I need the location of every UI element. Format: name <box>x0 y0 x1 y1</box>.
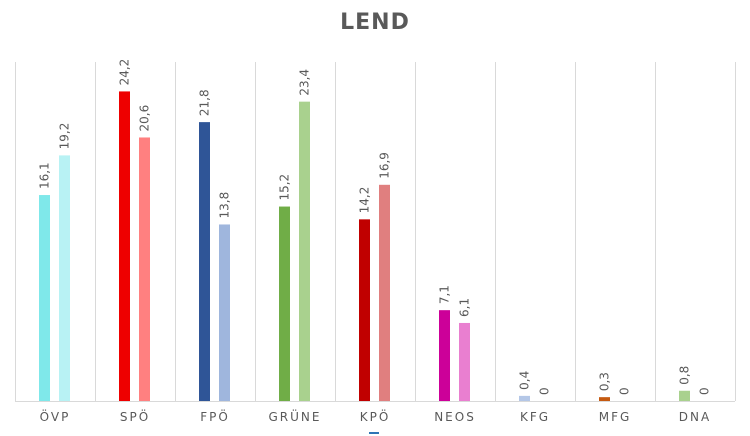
data-label: 15,2 <box>278 174 292 201</box>
bar-kfg-1 <box>519 395 530 401</box>
category-label-kpö: KPÖ <box>360 408 391 424</box>
bar-kpö-2 <box>379 184 390 401</box>
bars <box>39 91 690 402</box>
data-label: 16,9 <box>378 152 392 179</box>
data-label: 0 <box>538 387 552 395</box>
bar-spö-1 <box>119 91 130 401</box>
data-label: 0,3 <box>598 372 612 391</box>
data-label: 6,1 <box>458 298 472 317</box>
bar-kpö-1 <box>359 219 370 401</box>
bar-neos-1 <box>439 310 450 401</box>
category-ticks: ÖVP SPÖ FPÖ GRÜNE KPÖ NEOS KFG MFG DNA <box>40 408 711 424</box>
data-label: 7,1 <box>438 285 452 304</box>
data-label: 0,8 <box>678 366 692 385</box>
category-label-kfg: KFG <box>520 410 550 424</box>
category-label-grüne: GRÜNE <box>269 408 322 424</box>
bar-neos-2 <box>459 322 470 401</box>
category-label-övp: ÖVP <box>40 408 71 424</box>
bar-dna-1 <box>679 390 690 401</box>
bar-fpö-2 <box>219 224 230 401</box>
data-label: 19,2 <box>58 123 72 150</box>
bar-grüne-1 <box>279 206 290 401</box>
chart-title: LEND <box>340 10 410 35</box>
category-label-fpö: FPÖ <box>200 408 230 424</box>
category-label-neos: NEOS <box>434 410 476 424</box>
category-label-mfg: MFG <box>599 410 632 424</box>
data-label: 21,8 <box>198 89 212 116</box>
bar-övp-2 <box>59 155 70 401</box>
data-label: 23,4 <box>298 69 312 96</box>
selection-marker <box>369 432 379 434</box>
category-label-spö: SPÖ <box>120 408 150 424</box>
data-label: 13,8 <box>218 192 232 219</box>
data-label: 0,4 <box>518 371 532 390</box>
bar-grüne-2 <box>299 101 310 401</box>
data-label: 14,2 <box>358 187 372 214</box>
data-label: 0 <box>698 387 712 395</box>
category-label-dna: DNA <box>679 410 711 424</box>
bar-övp-1 <box>39 195 50 401</box>
bar-mfg-1 <box>599 397 610 401</box>
data-labels: 16,1 19,2 24,2 20,6 21,8 13,8 15,2 23,4 14,2 16,9… <box>38 59 712 395</box>
data-label: 16,1 <box>38 162 52 189</box>
bar-fpö-1 <box>199 122 210 402</box>
data-label: 20,6 <box>138 105 152 132</box>
data-label: 24,2 <box>118 59 132 86</box>
data-label: 0 <box>618 387 632 395</box>
grid-lines <box>15 62 736 401</box>
bar-spö-2 <box>139 137 150 402</box>
